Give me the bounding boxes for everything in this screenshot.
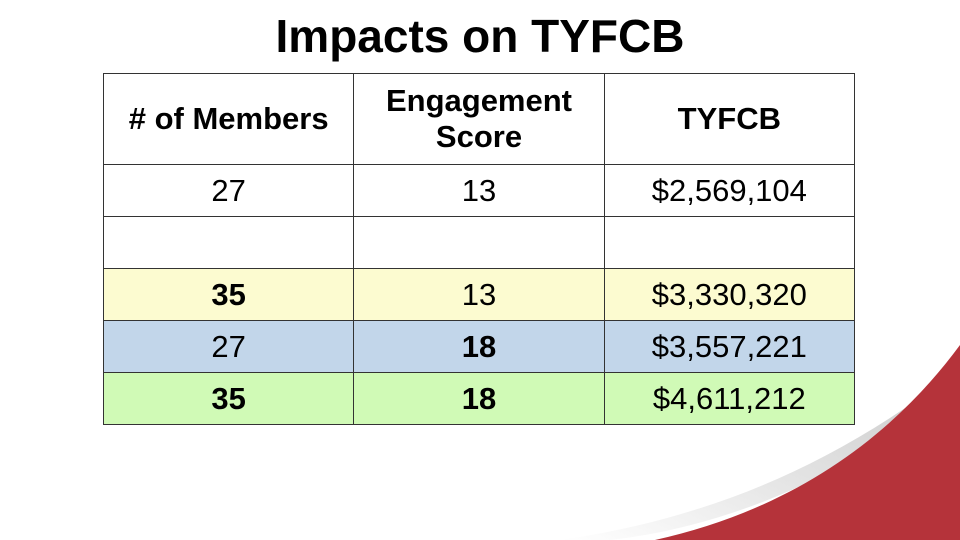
tyfcb-cell: $2,569,104 — [603, 164, 856, 217]
engagement-score-cell: 18 — [353, 320, 605, 373]
slide-title: Impacts on TYFCB — [275, 10, 685, 62]
table-row: 35 18 $4,611,212 — [102, 372, 856, 425]
engagement-score-cell — [353, 216, 605, 269]
members-cell: 35 — [102, 268, 355, 321]
header-tyfcb: TYFCB — [603, 73, 856, 165]
tyfcb-cell: $3,330,320 — [603, 268, 856, 321]
members-cell: 27 — [102, 320, 355, 373]
members-cell: 27 — [102, 164, 355, 217]
tyfcb-cell: $3,557,221 — [603, 320, 856, 373]
engagement-score-cell: 18 — [353, 372, 605, 425]
tyfcb-impact-table: # of Members Engagement Score TYFCB 27 1… — [102, 73, 856, 425]
engagement-score-cell: 13 — [353, 164, 605, 217]
table-row: 27 18 $3,557,221 — [102, 320, 856, 373]
tyfcb-cell — [603, 216, 856, 269]
members-cell: 35 — [102, 372, 355, 425]
table-header-row: # of Members Engagement Score TYFCB — [102, 73, 856, 165]
table-row: 35 13 $3,330,320 — [102, 268, 856, 321]
table-row — [102, 216, 856, 269]
engagement-score-cell: 13 — [353, 268, 605, 321]
members-cell — [102, 216, 355, 269]
header-engagement-score: Engagement Score — [353, 73, 605, 165]
header-members: # of Members — [102, 73, 355, 165]
red-corner-shape — [655, 345, 960, 540]
table-row: 27 13 $2,569,104 — [102, 164, 856, 217]
tyfcb-cell: $4,611,212 — [603, 372, 856, 425]
